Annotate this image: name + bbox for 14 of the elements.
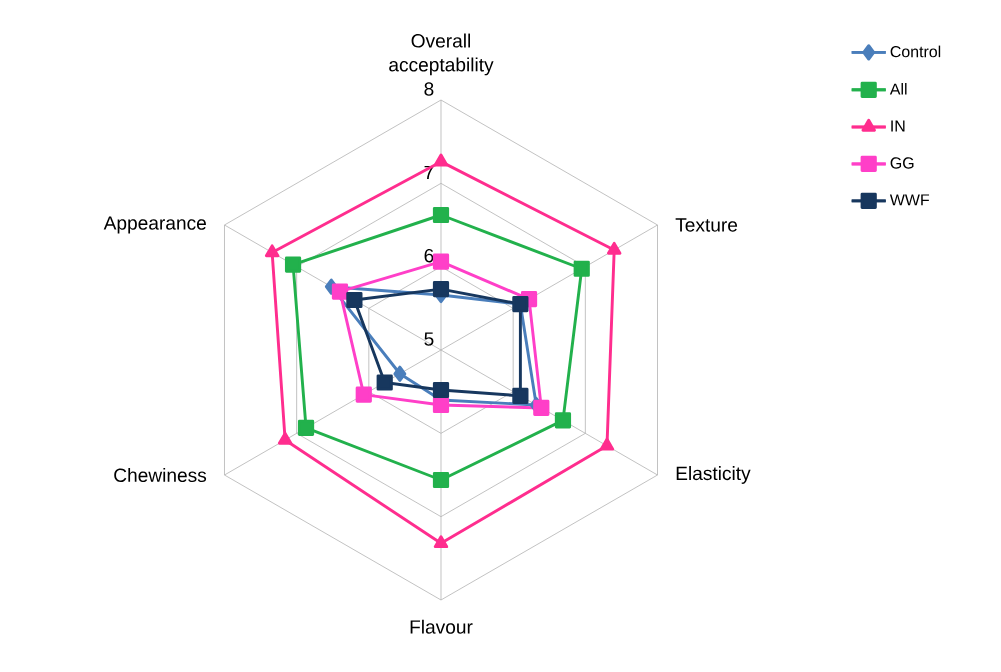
spoke-label: Appearance — [103, 216, 206, 234]
legend-label: WWF — [889, 194, 930, 206]
spoke-label: Texture — [675, 218, 738, 232]
y-tick-label: 6 — [424, 248, 434, 263]
spoke-label: Flavour — [410, 619, 473, 634]
legend-label: GG — [890, 157, 914, 169]
spoke-label: Elasticity — [676, 466, 751, 484]
legend-label: IN — [891, 120, 905, 132]
legend-label: Control — [890, 45, 941, 58]
spoke-label: Chewiness — [114, 467, 207, 483]
spoke-label: Overall acceptability — [389, 33, 494, 76]
legend-label: All — [889, 83, 907, 95]
y-tick-label: 8 — [424, 82, 434, 96]
y-tick-label: 5 — [424, 332, 434, 346]
